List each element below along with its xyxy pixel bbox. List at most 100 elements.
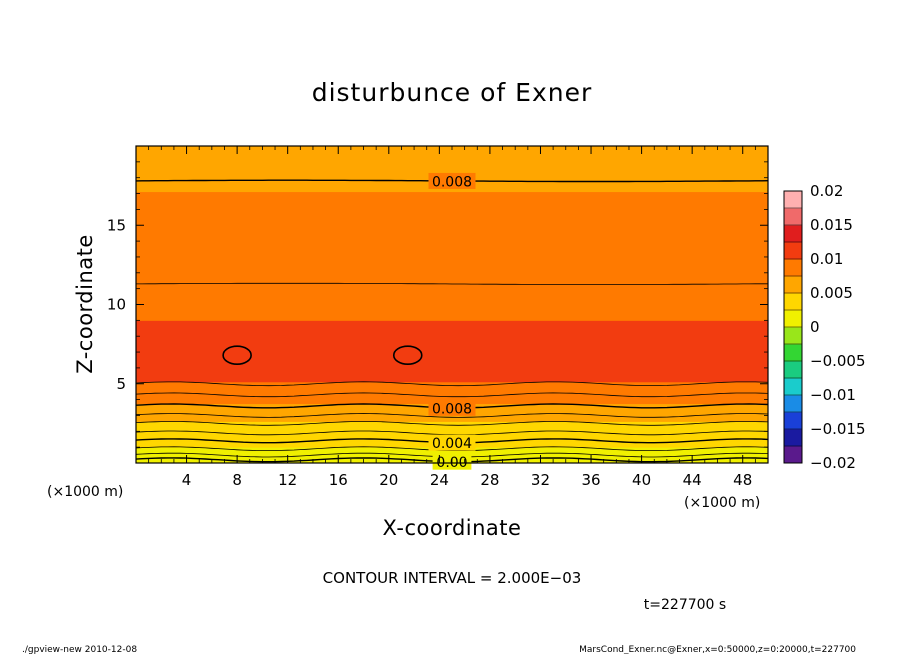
colorbar-segment [784, 242, 802, 260]
contour-band [136, 280, 768, 284]
contour-label-bg [428, 172, 476, 189]
contour-band [136, 333, 768, 337]
contour-band [136, 371, 768, 375]
contour-band [136, 300, 768, 304]
contour-band [136, 222, 768, 226]
colorbar-label: 0.01 [810, 250, 843, 268]
contour-band [136, 193, 768, 197]
colorbar-segment [784, 276, 802, 294]
contour-band [136, 424, 768, 428]
x-unit-right: (×1000 m) [684, 495, 760, 511]
contour-band [136, 206, 768, 210]
contour-band [136, 204, 768, 208]
colorbar-segment [784, 259, 802, 277]
colorbar-segment [784, 446, 802, 464]
contour-band [136, 337, 768, 341]
contour-band [136, 234, 768, 238]
contour-band [136, 373, 768, 377]
contour-band [136, 274, 768, 278]
contour-band [136, 319, 768, 323]
contour-band [136, 381, 768, 385]
contour-band [136, 236, 768, 240]
contour-band [136, 258, 768, 262]
contour-band [136, 197, 768, 200]
contour-line [136, 282, 768, 285]
contour-band [136, 252, 768, 256]
contour-band [136, 325, 768, 329]
contour-band [136, 430, 768, 434]
contour-band [136, 208, 768, 212]
x-tick-label: 32 [531, 471, 550, 489]
contour-band [136, 230, 768, 234]
contour-band [136, 422, 768, 426]
x-tick-label: 48 [733, 471, 752, 489]
contour-band [136, 286, 768, 290]
contour-band [136, 264, 768, 268]
y-tick-label: 5 [116, 375, 126, 393]
y-tick-label: 10 [107, 296, 126, 314]
contour-band [136, 296, 768, 300]
contour-band [136, 262, 768, 266]
contour-line [136, 421, 768, 426]
contour-line [136, 392, 768, 398]
contour-band [136, 343, 768, 347]
contour-band [136, 266, 768, 270]
closed-contour [222, 345, 252, 366]
contour-band [136, 238, 768, 242]
y-tick-label: 15 [107, 216, 126, 234]
closed-contour [392, 345, 423, 366]
contour-band [136, 389, 768, 393]
contour-band [136, 242, 768, 246]
contour-band [136, 278, 768, 282]
contour-band [136, 313, 768, 317]
contour-band [136, 369, 768, 373]
contour-band [136, 345, 768, 349]
contour-label: 0.004 [432, 436, 472, 452]
contour-band [136, 212, 768, 216]
contour-band [136, 339, 768, 343]
y-axis-label: Z-coordinate [73, 234, 97, 374]
colorbar-segment [784, 361, 802, 379]
contour-band [136, 383, 768, 387]
colorbar: 0.02 0.015 0.01 0.005 0 −0.005 −0.01 −0.015 −0.0… [783, 182, 866, 472]
contour-band [136, 202, 768, 206]
contour-band [136, 155, 768, 159]
contour-band [136, 163, 768, 167]
colorbar-segment [784, 310, 802, 328]
contour-band [136, 270, 768, 274]
contour-band [136, 304, 768, 307]
contour-band [136, 248, 768, 252]
colorbar-label: −0.01 [810, 386, 856, 404]
contour-band [136, 228, 768, 232]
contour-band [136, 226, 768, 230]
y-axis-ticks: 5 10 15 [107, 161, 768, 448]
contour-band [136, 347, 768, 351]
contour-band [136, 294, 768, 298]
contour-band [136, 418, 768, 422]
contour-band [136, 195, 768, 199]
contour-band [136, 420, 768, 424]
x-tick-label: 4 [182, 471, 192, 489]
x-axis-label: X-coordinate [383, 516, 522, 540]
contour-band [136, 218, 768, 222]
contour-band [136, 357, 768, 361]
contour-band [136, 321, 768, 325]
colorbar-segment [784, 208, 802, 226]
contour-band [136, 387, 768, 391]
contour-band [136, 151, 768, 155]
contour-band [136, 220, 768, 224]
contour-band [136, 367, 768, 371]
contour-label-bg [428, 399, 476, 416]
contour-band [136, 426, 768, 430]
x-tick-label: 8 [232, 471, 242, 489]
contour-band [136, 393, 768, 397]
contour-band [136, 309, 768, 313]
colorbar-label: 0.02 [810, 182, 843, 200]
contour-band [136, 361, 768, 365]
contour-band [136, 323, 768, 327]
contour-band [136, 157, 768, 161]
colorbar-segment [784, 344, 802, 362]
colorbar-segment [784, 395, 802, 413]
contour-band [136, 240, 768, 244]
